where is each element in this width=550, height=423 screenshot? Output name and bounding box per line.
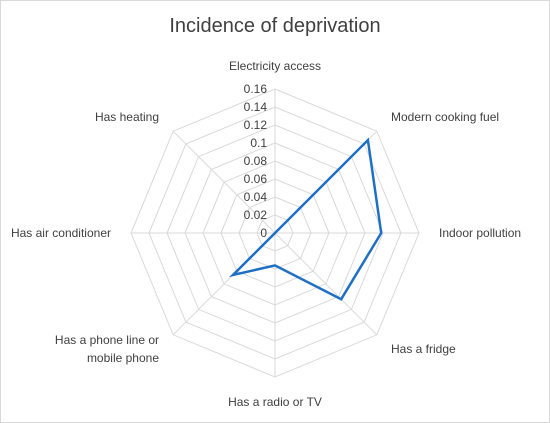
category-label: Has heating — [95, 110, 159, 124]
category-label: Modern cooking fuel — [391, 110, 499, 124]
tick-label: 0.02 — [244, 208, 268, 222]
tick-label: 0.14 — [244, 100, 268, 114]
category-label: Has air conditioner — [11, 226, 111, 240]
category-label: Indoor pollution — [439, 226, 521, 240]
tick-label: 0 — [260, 226, 267, 240]
chart-title: Incidence of deprivation — [169, 15, 381, 37]
category-label: Has a phone line or mobile phone — [55, 333, 159, 365]
tick-label: 0.12 — [244, 118, 268, 132]
tick-label: 0.04 — [244, 190, 268, 204]
category-label: Electricity access — [229, 59, 321, 73]
series-layer — [229, 137, 383, 301]
radial-tick-labels: 0 0.02 0.04 0.06 0.08 0.1 0.12 0.14 0.16 — [244, 82, 268, 240]
tick-label: 0.16 — [244, 82, 268, 96]
category-label: Has a radio or TV — [228, 395, 322, 409]
category-label: Has a fridge — [391, 342, 456, 356]
tick-label: 0.06 — [244, 172, 268, 186]
tick-label: 0.1 — [250, 136, 267, 150]
category-labels: Electricity access Modern cooking fuel Ind… — [11, 59, 521, 409]
spoke-line — [274, 232, 378, 336]
tick-label: 0.08 — [244, 154, 268, 168]
spoke-line — [172, 130, 276, 234]
